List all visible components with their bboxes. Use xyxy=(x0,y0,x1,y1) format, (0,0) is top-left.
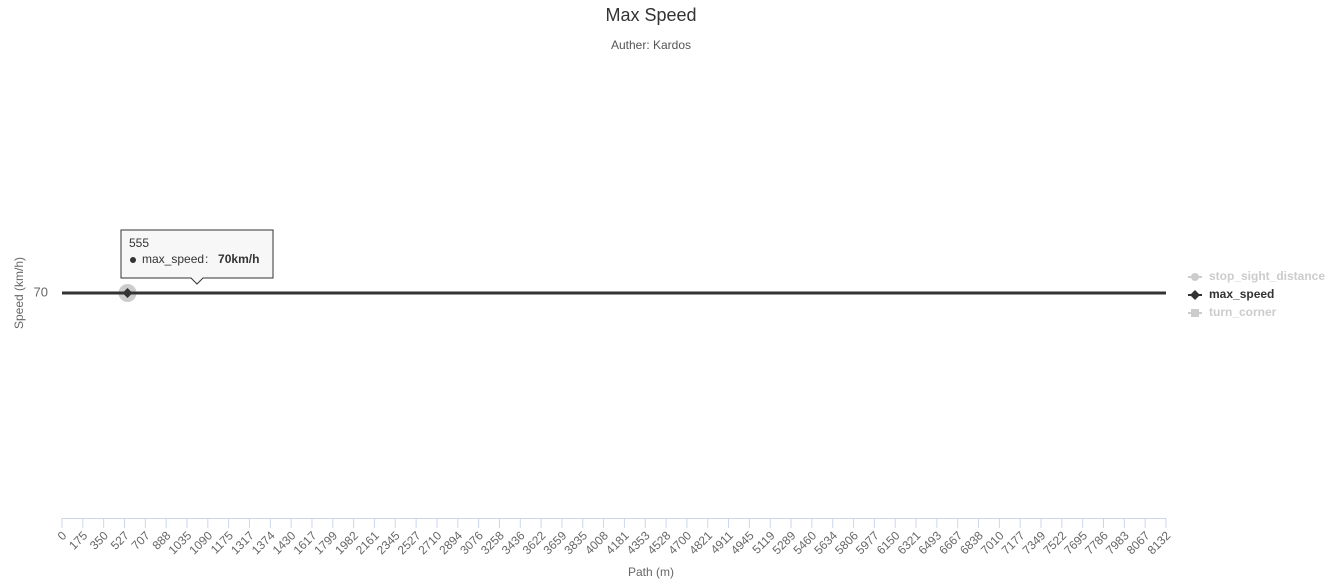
x-tick-label: 527 xyxy=(108,528,132,552)
legend-label[interactable]: turn_corner xyxy=(1209,305,1277,319)
legend-label[interactable]: max_speed xyxy=(1209,287,1274,301)
legend-marker xyxy=(1191,273,1199,281)
tooltip-series: max_speed xyxy=(142,252,204,266)
x-tick-label: 175 xyxy=(66,528,90,552)
legend-marker xyxy=(1191,309,1199,317)
chart-subtitle: Auther: Kardos xyxy=(611,38,691,52)
x-tick-label: 350 xyxy=(87,528,111,552)
x-tick-label: 707 xyxy=(129,528,153,552)
tooltip-dot xyxy=(130,257,136,263)
chart-title: Max Speed xyxy=(605,5,696,25)
tooltip-line: max_speed 70km/h xyxy=(142,252,259,266)
x-axis-title: Path (m) xyxy=(628,565,674,579)
tooltip-box xyxy=(120,229,274,285)
y-tick-label: 70 xyxy=(34,284,48,299)
tooltip-value: 70km/h xyxy=(218,252,259,266)
hover-marker xyxy=(122,288,133,298)
tooltip: 555 max_speed 70km/h: xyxy=(120,229,274,285)
legend-label[interactable]: stop_sight_distance xyxy=(1209,269,1325,283)
y-axis-title: Speed (km/h) xyxy=(12,257,26,329)
tooltip-category: 555 xyxy=(129,236,149,250)
tooltip-colon: : xyxy=(205,252,208,266)
x-tick-label: 8132 xyxy=(1145,528,1174,557)
legend-marker xyxy=(1190,290,1200,300)
